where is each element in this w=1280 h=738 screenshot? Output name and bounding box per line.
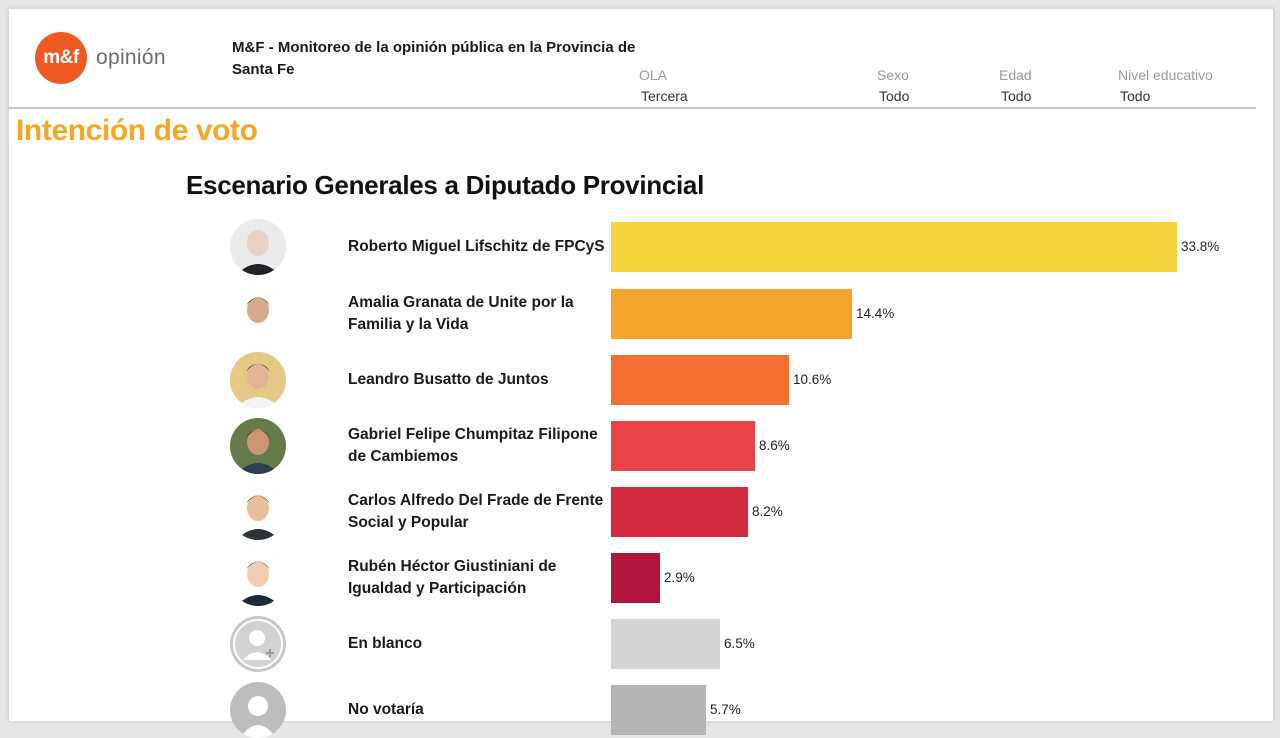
filter-label: Edad <box>999 67 1032 83</box>
brand-logo: m&f opinión <box>35 32 166 84</box>
filter-value: Todo <box>879 88 910 104</box>
candidate-avatar <box>230 616 286 672</box>
bar <box>611 289 852 339</box>
data-label: 8.6% <box>759 438 790 453</box>
category-label: Rubén Héctor Giustiniani de Igualdad y P… <box>348 558 557 597</box>
data-label: 10.6% <box>793 372 832 387</box>
data-label: 14.4% <box>856 306 895 321</box>
bar <box>611 487 748 537</box>
candidate-avatar <box>230 286 286 342</box>
candidate-avatar <box>230 550 286 606</box>
filter-ola[interactable]: OLA Tercera <box>639 65 688 107</box>
candidate-avatar <box>230 352 286 408</box>
candidate-avatar <box>230 682 286 738</box>
report-title: M&F - Monitoreo de la opinión pública en… <box>232 39 636 78</box>
data-label: 6.5% <box>724 636 755 651</box>
filter-value: Todo <box>1001 88 1032 104</box>
data-label: 8.2% <box>752 504 783 519</box>
bar <box>611 619 720 669</box>
filter-label: Sexo <box>877 67 909 83</box>
bar <box>611 222 1177 272</box>
category-label: Leandro Busatto de Juntos <box>348 371 549 388</box>
filter-nivel-educativo[interactable]: Nivel educativo Todo <box>1118 65 1213 107</box>
bar <box>611 553 660 603</box>
logo-mark: m&f <box>35 32 87 84</box>
section-title: Intención de voto <box>16 114 258 147</box>
category-label: Roberto Miguel Lifschitz de FPCyS <box>348 238 605 255</box>
category-label: Gabriel Felipe Chumpitaz Filipone de Cam… <box>348 426 598 465</box>
data-label: 33.8% <box>1181 239 1220 254</box>
chart-title: Escenario Generales a Diputado Provincia… <box>186 170 705 200</box>
candidate-avatar <box>230 484 286 540</box>
filter-edad[interactable]: Edad Todo <box>999 65 1032 107</box>
bar <box>611 355 789 405</box>
filter-value: Todo <box>1120 88 1151 104</box>
report-header: m&f opinión M&F - Monitoreo de la opinió… <box>8 8 1256 109</box>
data-label: 5.7% <box>710 702 741 717</box>
filter-sexo[interactable]: Sexo Todo <box>877 65 909 107</box>
category-label: Carlos Alfredo Del Frade de Frente Socia… <box>348 492 604 531</box>
category-label: No votaría <box>348 701 424 718</box>
data-label: 2.9% <box>664 570 695 585</box>
bar <box>611 421 755 471</box>
candidate-avatar <box>230 418 286 474</box>
filter-value: Tercera <box>641 88 688 104</box>
category-label: En blanco <box>348 635 423 652</box>
filter-label: Nivel educativo <box>1118 67 1213 83</box>
category-label: Amalia Granata de Unite por la Familia y… <box>348 294 574 333</box>
bar <box>611 685 706 735</box>
logo-wordmark: opinión <box>96 46 166 69</box>
candidate-avatar <box>230 219 286 275</box>
filter-label: OLA <box>639 67 668 83</box>
